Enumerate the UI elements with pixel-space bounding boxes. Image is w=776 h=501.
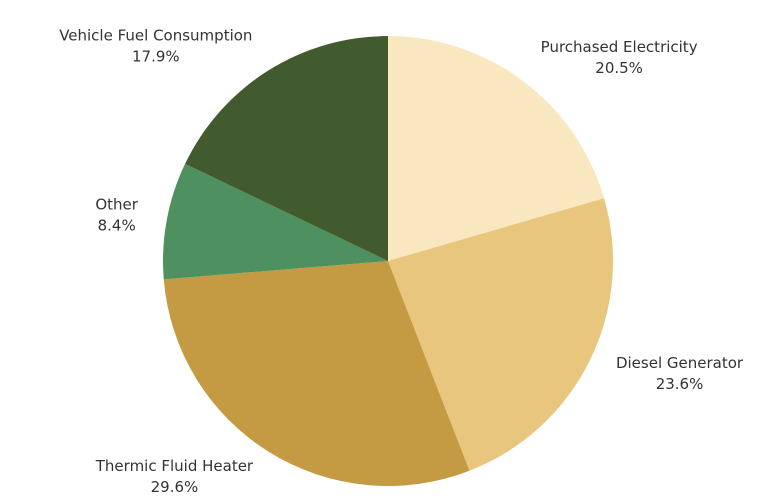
pie-slice: [388, 198, 613, 471]
pie-slice: [163, 163, 388, 280]
slice-label: Other: [95, 195, 138, 213]
slice-value: 20.5%: [595, 59, 643, 77]
slice-value: 23.6%: [656, 375, 704, 393]
slice-value: 29.6%: [151, 478, 199, 496]
slice-label: Purchased Electricity: [541, 38, 698, 56]
pie-slice: [185, 35, 388, 261]
slice-label: Vehicle Fuel Consumption: [59, 26, 252, 44]
pie-slice: [163, 261, 470, 487]
slice-label: Thermic Fluid Heater: [95, 457, 254, 475]
slice-label: Diesel Generator: [616, 354, 744, 372]
pie-slice: [388, 36, 605, 261]
slice-value: 17.9%: [132, 47, 180, 65]
slice-value: 8.4%: [98, 216, 136, 234]
